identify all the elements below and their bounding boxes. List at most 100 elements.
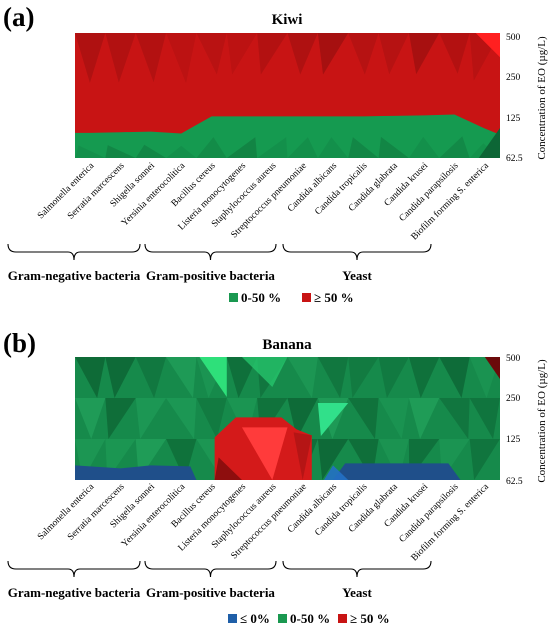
- panel-a-label: (a): [3, 2, 34, 32]
- shade-cell-green: [135, 144, 167, 158]
- shade-cell-green: [75, 145, 106, 158]
- group-bracket: [144, 243, 277, 261]
- shade-cell-red: [287, 33, 318, 75]
- shade-cell-green: [75, 398, 106, 439]
- y-tick-125: 125: [506, 114, 521, 124]
- bright-red-corner: [475, 33, 500, 58]
- group-label: Yeast: [342, 268, 372, 283]
- shade-cell-green: [166, 357, 197, 398]
- x-tick-label: Candida tropicalis: [313, 161, 369, 217]
- legend-swatch-red: [302, 293, 311, 302]
- group-bracket: [7, 560, 141, 578]
- dark-red-region: [293, 432, 312, 480]
- shade-cell-red: [408, 33, 440, 75]
- panel-b-group-brackets: Gram-negative bacteria Gram-positive bact…: [7, 560, 432, 600]
- shade-cell-red: [348, 33, 379, 75]
- shade-cell-green: [469, 439, 500, 480]
- panel-b-legend: ≤ 0% 0-50 % ≥ 50 %: [228, 611, 390, 626]
- group-bracket: [282, 560, 432, 578]
- y-tick-500: 500: [506, 33, 521, 43]
- x-tick-label: Salmonella enterica: [36, 482, 97, 543]
- x-tick-label: Serratia marcescens: [66, 482, 127, 543]
- dark-red-corner: [484, 357, 500, 379]
- y-tick-500: 500: [506, 354, 521, 364]
- shade-cell-green: [257, 137, 288, 158]
- shade-cell-green: [439, 398, 470, 439]
- blue-region-left: [75, 465, 197, 480]
- legend-label-ge-50: ≥ 50 %: [350, 611, 390, 626]
- legend-label-le-0: ≤ 0%: [240, 611, 270, 626]
- blue-region-right: [333, 463, 461, 480]
- y-tick-250: 250: [506, 394, 521, 404]
- panel-b-y-ticks: 500 250 125 62.5: [506, 354, 523, 487]
- shade-cell-green: [439, 357, 470, 398]
- shade-cell-green: [439, 136, 470, 158]
- group-label: Yeast: [342, 585, 372, 600]
- panel-b: (b) Banana 500 250 125 62.5 Concentratio…: [3, 328, 548, 626]
- shade-cell-green: [135, 357, 167, 398]
- shade-cell-green: [196, 137, 227, 158]
- panel-a: (a) Kiwi 500 250 125 62.5 Concentration …: [3, 2, 548, 305]
- group-label: Gram-negative bacteria: [8, 585, 141, 600]
- shade-cell-green: [408, 357, 440, 398]
- x-tick-label: Serratia marcescens: [66, 161, 127, 222]
- shade-cell-green: [287, 357, 318, 398]
- shade-cell-green: [196, 398, 227, 439]
- shade-cell-green: [378, 398, 409, 439]
- shade-cell-green: [348, 137, 379, 158]
- panel-a-title: Kiwi: [272, 12, 303, 28]
- shade-cell-red: [226, 33, 258, 75]
- shade-cell-green: [408, 136, 440, 158]
- shade-cell-green: [105, 357, 136, 398]
- legend-swatch-green: [229, 293, 238, 302]
- shade-cell-green: [378, 439, 409, 480]
- shade-cell-green: [287, 137, 318, 158]
- shade-cell-green: [348, 398, 379, 439]
- heatmap-kiwi: [75, 33, 500, 158]
- legend-swatch-red: [338, 614, 347, 623]
- shade-cell-green: [469, 398, 500, 439]
- x-tick-label: Salmonella enterica: [36, 161, 97, 222]
- x-tick-label: Candida tropicalis: [313, 482, 369, 538]
- dark-red-region: [214, 457, 242, 480]
- group-label: Gram-positive bacteria: [146, 268, 275, 283]
- shade-cell-green: [378, 136, 409, 158]
- shade-cell-red: [166, 33, 197, 84]
- light-green-highlight: [317, 403, 349, 436]
- red-region: [75, 33, 500, 135]
- shade-cell-red: [317, 33, 349, 75]
- shade-cell-red: [196, 33, 227, 75]
- shade-cell-red: [257, 33, 288, 75]
- light-green-highlight: [241, 357, 288, 387]
- panel-a-y-ticks: 500 250 125 62.5: [506, 33, 523, 164]
- shade-cell-green: [226, 137, 258, 158]
- shade-cell-green: [317, 357, 349, 398]
- bright-red-region: [241, 427, 288, 480]
- legend-swatch-blue: [228, 614, 237, 623]
- y-tick-62-5: 62.5: [506, 154, 523, 164]
- legend-label-ge-50: ≥ 50 %: [314, 290, 354, 305]
- light-green-highlight: [199, 357, 227, 397]
- group-label: Gram-positive bacteria: [146, 585, 275, 600]
- group-bracket: [144, 560, 277, 578]
- shade-cell-red: [439, 33, 470, 74]
- y-tick-125: 125: [506, 435, 521, 445]
- shade-cell-green: [317, 439, 349, 480]
- legend-label-0-50: 0-50 %: [241, 290, 281, 305]
- y-tick-62-5: 62.5: [506, 477, 523, 487]
- shade-cell-green: [378, 357, 409, 398]
- y-tick-250: 250: [506, 73, 521, 83]
- shade-cell-green: [75, 357, 106, 398]
- legend-swatch-green: [278, 614, 287, 623]
- shade-cell-green: [348, 357, 379, 398]
- panel-b-title: Banana: [262, 337, 312, 353]
- panel-b-y-axis-label: Concentration of EO (µg/L): [536, 359, 548, 483]
- shade-cell-green: [317, 137, 349, 158]
- dark-green-wedge: [478, 128, 500, 158]
- shade-cell-green: [135, 398, 167, 439]
- shade-cell-green: [166, 145, 197, 158]
- blue-region-shade: [323, 465, 349, 480]
- panel-a-y-axis-label: Concentration of EO (µg/L): [536, 36, 548, 160]
